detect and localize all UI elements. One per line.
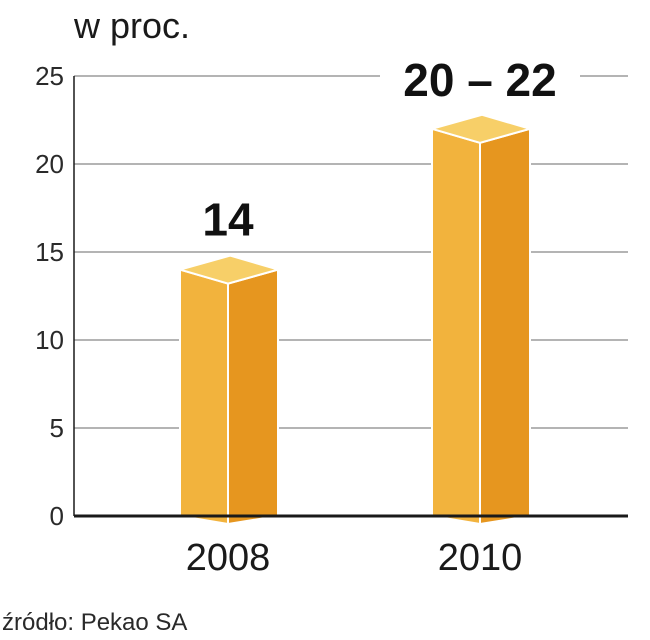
y-tick-label: 0 — [50, 501, 64, 531]
y-tick-label: 15 — [35, 237, 64, 267]
data-label: 14 — [202, 194, 254, 246]
bar-top-face — [428, 113, 534, 144]
y-axis-tick-labels: 0 5 10 15 20 25 — [35, 61, 64, 531]
source-label: źródło: Pekao SA — [2, 609, 187, 636]
unit-label: w proc. — [73, 5, 190, 46]
y-tick-label: 10 — [35, 325, 64, 355]
bar-side-face — [479, 127, 531, 526]
x-axis — [73, 76, 628, 518]
bar-top-face — [176, 254, 282, 285]
bars — [176, 113, 534, 526]
grid-lines — [74, 75, 628, 429]
bar-front-face — [179, 268, 229, 526]
bar-2008 — [176, 254, 282, 526]
data-labels: 14 20 – 22 — [202, 54, 580, 246]
y-tick-label: 5 — [50, 413, 64, 443]
bar-2010 — [428, 113, 534, 526]
y-tick-label: 20 — [35, 149, 64, 179]
y-tick-label: 25 — [35, 61, 64, 91]
bar-side-face — [227, 268, 279, 526]
x-axis-tick-labels: 2008 2010 — [186, 537, 523, 579]
x-tick-label: 2008 — [186, 537, 271, 579]
data-label-background — [380, 56, 580, 106]
data-label: 20 – 22 — [403, 54, 556, 106]
x-tick-label: 2010 — [438, 537, 523, 579]
bar-front-face — [431, 127, 481, 526]
